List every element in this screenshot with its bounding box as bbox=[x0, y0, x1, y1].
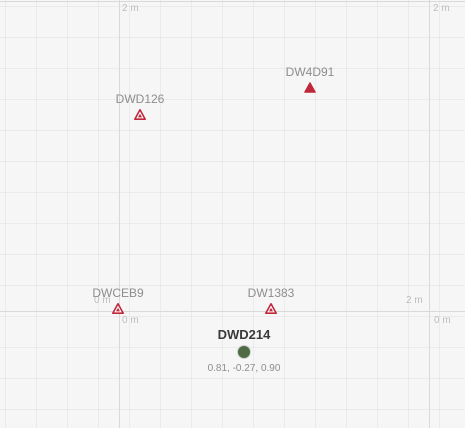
anchor-label: DWD126 bbox=[115, 92, 165, 106]
scale-label-top-center: 2 m bbox=[122, 3, 139, 14]
grid-line-y-2m bbox=[0, 1, 465, 2]
grid-line-y-origin bbox=[0, 311, 465, 312]
anchor-triangle-icon bbox=[134, 109, 146, 120]
tag-position-readout: 0.81, -0.27, 0.90 bbox=[207, 363, 281, 374]
scale-label-origin-behind: 0 m bbox=[94, 295, 111, 306]
tag-label: DWD214 bbox=[217, 327, 271, 342]
anchor-label: DW1383 bbox=[247, 286, 295, 300]
grid-line-x-origin bbox=[119, 0, 120, 428]
scale-label-mid-right: 2 m bbox=[406, 295, 423, 306]
grid-line-x-2m bbox=[429, 0, 430, 428]
anchor-label: DWCEB9 bbox=[92, 286, 144, 300]
tag-dot-icon bbox=[238, 346, 250, 358]
anchor-triangle-icon bbox=[304, 82, 316, 93]
anchor-triangle-icon bbox=[265, 303, 277, 314]
scale-label-right-zero: 0 m bbox=[434, 315, 451, 326]
scale-label-top-right: 2 m bbox=[433, 3, 450, 14]
anchor-triangle-icon bbox=[112, 303, 124, 314]
scale-label-origin-below: 0 m bbox=[122, 315, 139, 326]
anchor-label: DW4D91 bbox=[285, 65, 335, 79]
